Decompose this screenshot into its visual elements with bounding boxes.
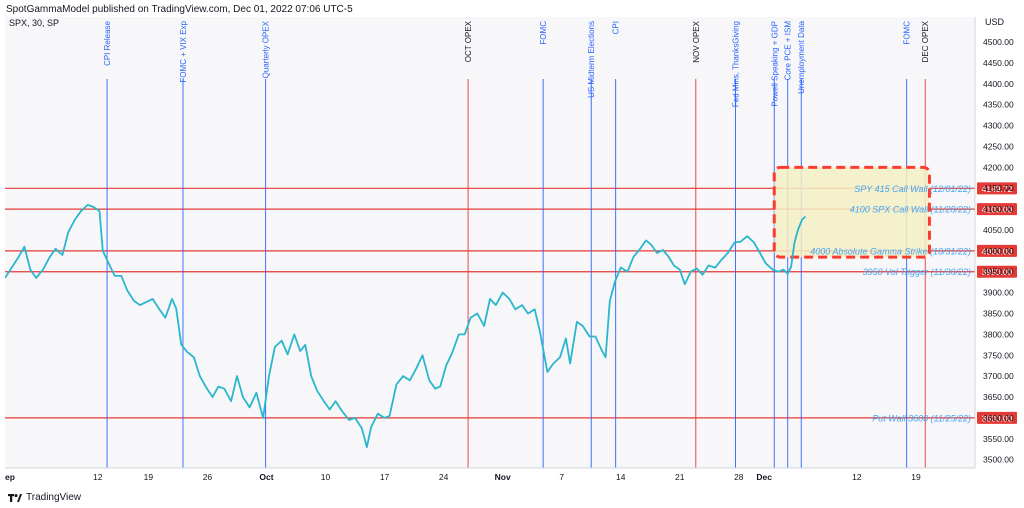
symbol-label: SPX, 30, SP [9, 18, 59, 28]
price-axis[interactable]: 3500.00 3550.00 3600.00 3650.00 3700.00 3750.… [974, 17, 1014, 468]
x-tick-label: Nov [495, 472, 511, 482]
level-labels: SPY 415 Call Wall (12/01/22) 4149.72 4100 … [810, 182, 1017, 424]
y-tick-label: 4350.00 [983, 100, 1014, 110]
y-tick-label: 4050.00 [983, 225, 1014, 235]
y-tick-label: 3900.00 [983, 288, 1014, 298]
currency-label: USD [985, 17, 1005, 27]
price-tag-label: 4100.00 [982, 205, 1013, 215]
price-tag [977, 411, 1017, 424]
x-tick-label: 21 [675, 472, 685, 482]
price-tag-label: 3600.00 [982, 413, 1013, 423]
price-tag [977, 265, 1017, 278]
x-tick-label: 7 [559, 472, 564, 482]
event-label: CPI Release [103, 20, 112, 65]
event-label: US Midterm Elections [587, 21, 596, 98]
y-tick-label: 3600.00 [983, 413, 1014, 423]
y-tick-label: 4200.00 [983, 162, 1014, 172]
x-tick-label: Oct [259, 472, 273, 482]
target-zone [772, 165, 931, 259]
y-tick-label: 3650.00 [983, 392, 1014, 402]
tradingview-icon [8, 493, 22, 502]
event-label: Fed Mins, ThanksGiving [731, 21, 740, 107]
event-label: FOMC [903, 21, 912, 45]
y-tick-label: 4000.00 [983, 246, 1014, 256]
price-tag-label: 4149.72 [982, 184, 1013, 194]
y-tick-label: 4100.00 [983, 204, 1014, 214]
time-axis[interactable]: ep 12 19 26 Oct 10 17 24 Nov 7 14 21 28 Dec 12 19 [5, 467, 975, 482]
x-tick-label: 14 [616, 472, 626, 482]
event-label: Powell Speaking + GDP [770, 21, 779, 107]
x-tick-label: Dec [756, 472, 772, 482]
x-tick-label: 28 [734, 472, 744, 482]
y-tick-label: 4400.00 [983, 79, 1014, 89]
event-label: DEC OPEX [921, 20, 930, 62]
x-tick-label: 19 [144, 472, 154, 482]
event-label: FOMC [539, 21, 548, 45]
x-tick-label: 24 [439, 472, 449, 482]
y-tick-label: 3550.00 [983, 434, 1014, 444]
y-tick-label: 4450.00 [983, 58, 1014, 68]
price-tag [977, 182, 1017, 195]
event-label: OCT OPEX [464, 20, 473, 62]
y-tick-label: 3700.00 [983, 371, 1014, 381]
event-label: Unemployment Data [797, 20, 806, 93]
y-tick-label: 3750.00 [983, 350, 1014, 360]
price-series [4, 203, 807, 449]
x-tick-label: 17 [380, 472, 390, 482]
price-tag-label: 4000.00 [982, 246, 1013, 256]
spx-price-line [4, 203, 807, 449]
tradingview-brand: TradingView [26, 492, 82, 503]
price-chart[interactable]: CPI Release FOMC + VIX Exp Quarterly OPEX O… [4, 13, 1020, 488]
x-tick-label: ep [5, 472, 15, 482]
y-tick-label: 4250.00 [983, 141, 1014, 151]
level-label: SPY 415 Call Wall (12/01/22) [854, 184, 971, 194]
publisher-caption: SpotGammaModel published on TradingView.… [6, 4, 353, 15]
y-tick-label: 3800.00 [983, 329, 1014, 339]
level-label: 4000 Absolute Gamma Strike (10/31/22) [810, 246, 971, 256]
y-tick-label: 4300.00 [983, 121, 1014, 131]
event-markers: CPI Release FOMC + VIX Exp Quarterly OPEX O… [103, 20, 930, 468]
price-tag [977, 244, 1017, 257]
chart-area[interactable]: CPI Release FOMC + VIX Exp Quarterly OPEX O… [4, 13, 1020, 488]
tradingview-logo[interactable]: TradingView [8, 492, 81, 503]
target-zone-box [772, 165, 931, 259]
level-label: 4100 SPX Call Wall (11/28/22) [850, 205, 971, 215]
x-tick-label: 26 [203, 472, 213, 482]
y-tick-label: 4150.00 [983, 183, 1014, 193]
x-tick-label: 19 [911, 472, 921, 482]
event-label: CPI [612, 21, 621, 34]
y-tick-label: 4500.00 [983, 37, 1014, 47]
y-tick-label: 3500.00 [983, 455, 1014, 465]
event-label: FOMC + VIX Exp [179, 20, 188, 82]
level-label: Put Wall 3600 (11/25/22) [872, 413, 971, 423]
x-tick-label: 12 [93, 472, 103, 482]
event-label: Quarterly OPEX [262, 20, 271, 78]
event-label: NOV OPEX [692, 20, 701, 62]
x-tick-label: 10 [321, 472, 331, 482]
price-tag [977, 203, 1017, 216]
price-tag-label: 3950.00 [982, 267, 1013, 277]
y-tick-label: 3950.00 [983, 267, 1014, 277]
y-tick-label: 3850.00 [983, 308, 1014, 318]
level-label: 3950 Vol Trigger (11/30/22) [863, 267, 971, 277]
x-tick-label: 12 [852, 472, 862, 482]
event-label: Core PCE + ISM [784, 21, 793, 81]
